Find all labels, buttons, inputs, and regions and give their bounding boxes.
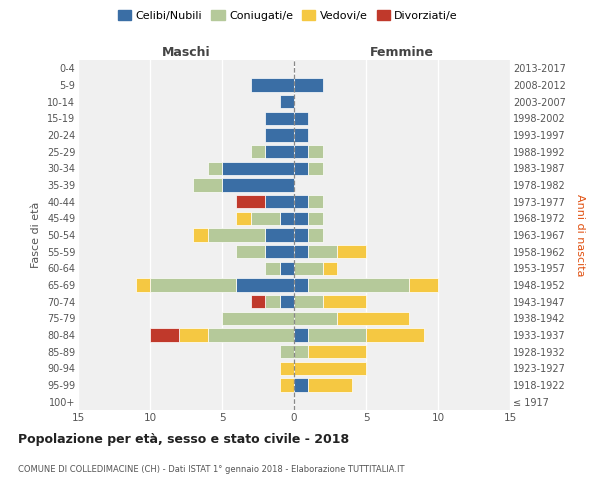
Bar <box>136 278 150 291</box>
Bar <box>150 278 236 291</box>
Bar <box>294 212 308 225</box>
Text: Maschi: Maschi <box>161 46 211 59</box>
Bar <box>265 128 294 141</box>
Bar <box>236 245 265 258</box>
Text: Popolazione per età, sesso e stato civile - 2018: Popolazione per età, sesso e stato civil… <box>18 432 349 446</box>
Bar <box>193 178 222 192</box>
Bar <box>308 378 352 392</box>
Bar <box>308 145 323 158</box>
Bar <box>265 112 294 125</box>
Bar <box>280 362 294 375</box>
Bar <box>308 278 409 291</box>
Bar <box>265 195 294 208</box>
Bar <box>294 328 308 342</box>
Text: Femmine: Femmine <box>370 46 434 59</box>
Bar <box>294 128 308 141</box>
Bar <box>265 145 294 158</box>
Bar <box>251 295 265 308</box>
Bar <box>280 295 294 308</box>
Bar <box>179 328 208 342</box>
Bar <box>294 312 337 325</box>
Text: COMUNE DI COLLEDIMACINE (CH) - Dati ISTAT 1° gennaio 2018 - Elaborazione TUTTITA: COMUNE DI COLLEDIMACINE (CH) - Dati ISTA… <box>18 466 404 474</box>
Bar <box>294 345 308 358</box>
Bar <box>280 95 294 108</box>
Bar <box>251 78 294 92</box>
Bar <box>265 228 294 241</box>
Bar <box>222 178 294 192</box>
Bar <box>294 195 308 208</box>
Bar <box>308 212 323 225</box>
Bar <box>323 295 366 308</box>
Bar <box>251 212 280 225</box>
Bar <box>337 312 409 325</box>
Bar <box>294 78 323 92</box>
Bar <box>294 145 308 158</box>
Bar <box>280 378 294 392</box>
Bar <box>294 162 308 175</box>
Bar <box>236 195 265 208</box>
Bar <box>337 245 366 258</box>
Bar <box>208 162 222 175</box>
Bar <box>308 245 337 258</box>
Bar <box>294 228 308 241</box>
Y-axis label: Fasce di età: Fasce di età <box>31 202 41 268</box>
Bar <box>308 228 323 241</box>
Bar <box>409 278 438 291</box>
Bar <box>294 378 308 392</box>
Bar <box>280 212 294 225</box>
Bar <box>308 162 323 175</box>
Bar <box>308 345 366 358</box>
Bar <box>150 328 179 342</box>
Bar <box>251 145 265 158</box>
Bar <box>208 328 294 342</box>
Bar <box>294 245 308 258</box>
Bar <box>236 212 251 225</box>
Bar <box>294 112 308 125</box>
Bar <box>222 312 294 325</box>
Bar <box>280 262 294 275</box>
Bar <box>308 195 323 208</box>
Bar <box>308 328 366 342</box>
Bar <box>265 295 280 308</box>
Bar <box>265 262 280 275</box>
Bar <box>294 295 323 308</box>
Y-axis label: Anni di nascita: Anni di nascita <box>575 194 585 276</box>
Bar <box>294 262 323 275</box>
Bar <box>294 278 308 291</box>
Bar <box>323 262 337 275</box>
Bar <box>222 162 294 175</box>
Bar <box>366 328 424 342</box>
Bar <box>294 362 366 375</box>
Bar <box>265 245 294 258</box>
Bar <box>208 228 265 241</box>
Bar <box>280 345 294 358</box>
Bar <box>193 228 208 241</box>
Legend: Celibi/Nubili, Coniugati/e, Vedovi/e, Divorziati/e: Celibi/Nubili, Coniugati/e, Vedovi/e, Di… <box>116 8 460 23</box>
Bar <box>236 278 294 291</box>
